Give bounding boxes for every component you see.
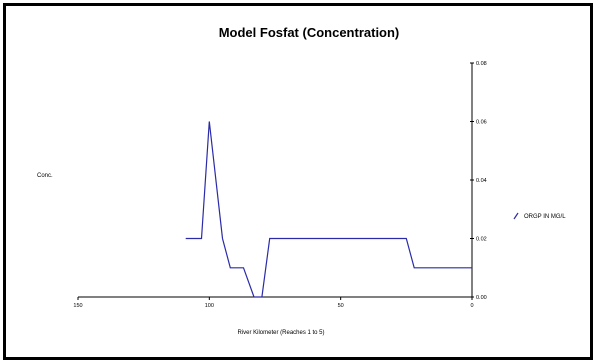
- y-axis-title: Conc.: [37, 173, 53, 179]
- line-chart: Model Fosfat (Concentration) Conc. River…: [37, 25, 566, 336]
- chart-title: Model Fosfat (Concentration): [219, 25, 400, 40]
- x-axis-title: River Kilometer (Reaches 1 to 5): [237, 330, 324, 336]
- y-tick-label: 0.00: [476, 295, 487, 301]
- y-tick-label: 0.02: [476, 237, 487, 243]
- x-tick-label: 100: [205, 303, 214, 309]
- series-line: [185, 121, 472, 298]
- legend: ORGP IN MG/L: [513, 212, 566, 220]
- x-axis-ticks: 150 100 50 0: [73, 297, 474, 309]
- x-tick-label: 0: [470, 303, 473, 309]
- y-tick-label: 0.06: [476, 120, 487, 126]
- y-tick-label: 0.04: [476, 178, 487, 184]
- y-axis-ticks: 0.00 0.02 0.04 0.06 0.08: [470, 61, 487, 301]
- x-tick-label: 50: [338, 303, 344, 309]
- legend-label: ORGP IN MG/L: [524, 214, 566, 220]
- series-group: [185, 121, 472, 298]
- legend-swatch: [513, 212, 519, 220]
- chart-frame: Model Fosfat (Concentration) Conc. River…: [3, 3, 593, 360]
- x-tick-label: 150: [73, 303, 82, 309]
- y-tick-label: 0.08: [476, 61, 487, 67]
